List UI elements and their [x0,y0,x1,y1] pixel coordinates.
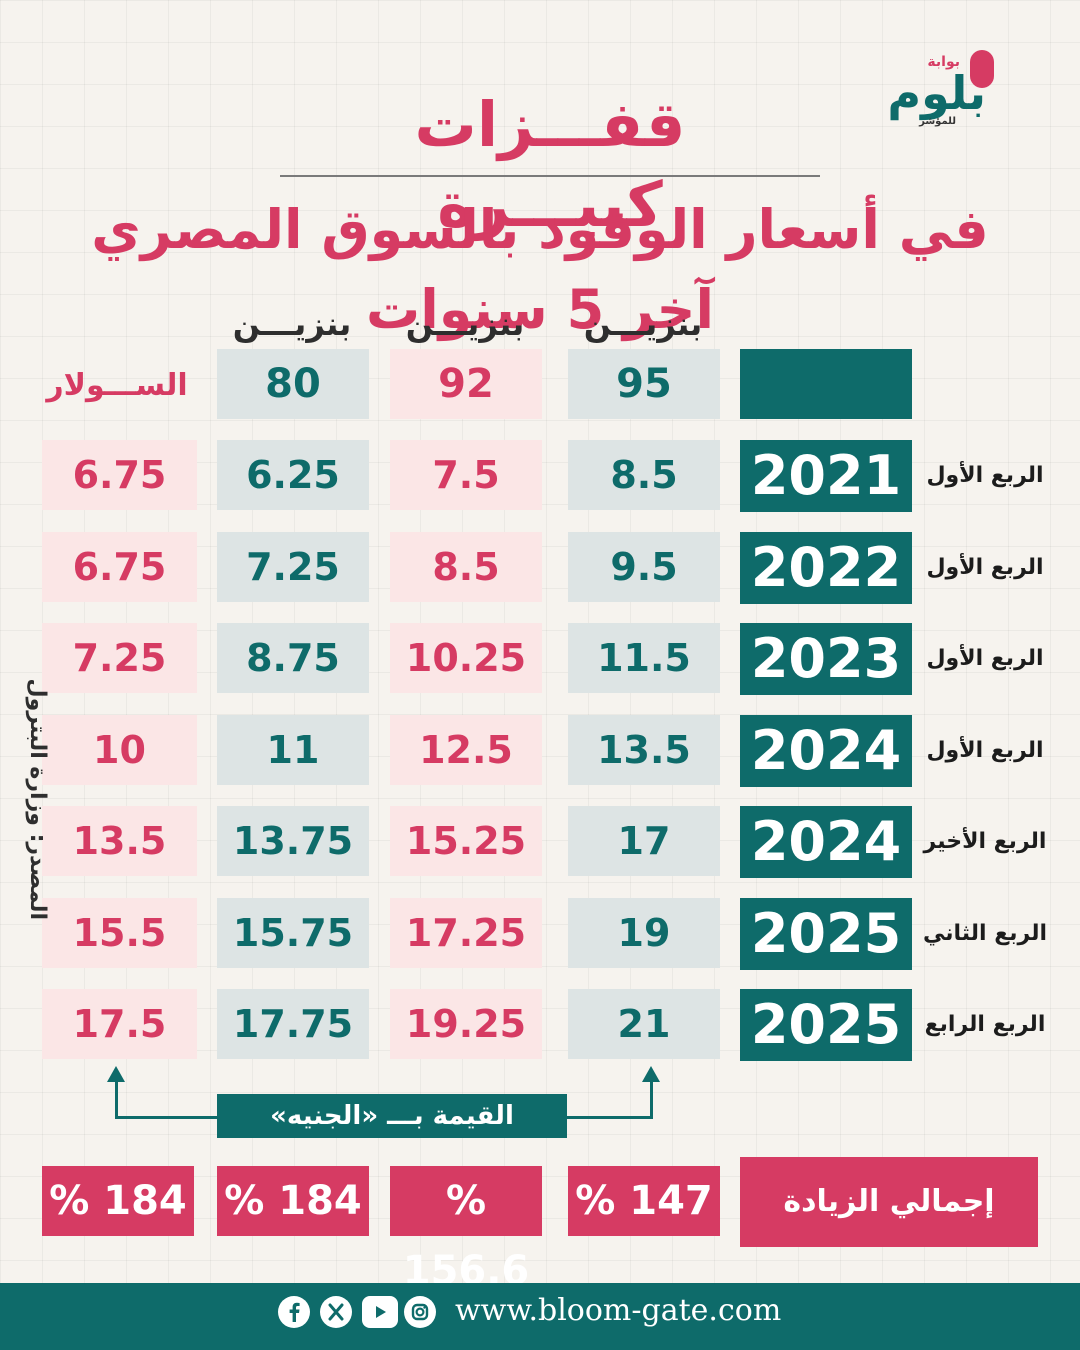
total-increase-label: إجمالي الزيادة [740,1157,1038,1247]
footer-website-link[interactable]: www.bloom-gate.com [455,1293,782,1328]
solar-cell: 17.5 [42,989,197,1059]
benzin-95-cell: 21 [568,989,720,1059]
year-cell: 2025 [740,989,912,1061]
microphone-icon [970,50,994,88]
arrow-up-left-icon [107,1066,125,1082]
benzin-80-cell: 7.25 [217,532,369,602]
brand-logo: بوابة بلوم للمؤشر [850,48,1000,134]
benzin-95-cell: 11.5 [568,623,720,693]
footer-bar [0,1283,1080,1350]
arrow-right-stem [650,1080,653,1118]
year-cell: 2024 [740,806,912,878]
solar-cell: 13.5 [42,806,197,876]
benzin-95-cell: 9.5 [568,532,720,602]
arrow-left-stem [115,1080,118,1118]
solar-cell: 6.75 [42,532,197,602]
benzin-92-cell: 8.5 [390,532,542,602]
logo-top-text: بوابة [927,54,960,70]
column-header-benzin-80: بنزيـــن [232,305,352,343]
benzin-92-cell: 10.25 [390,623,542,693]
title-line-2: في أسعار الوقود بالسوق المصري آخر 5 سنوا… [91,198,989,341]
benzin-80-cell: 6.25 [217,440,369,510]
x-icon[interactable] [320,1296,352,1328]
total-80-cell: % 184 [217,1166,369,1236]
arrow-left-connector [115,1116,219,1119]
title-divider [280,175,820,177]
year-cell: 2023 [740,623,912,695]
total-92-cell: % 156.6 [390,1166,542,1294]
year-cell: 2025 [740,898,912,970]
grade-80-cell: 80 [217,349,369,419]
benzin-95-cell: 19 [568,898,720,968]
youtube-icon[interactable] [362,1296,398,1328]
quarter-label: الربع الثاني [923,921,1047,946]
header-corner-cell [740,349,912,419]
currency-label: القيمة بـــ «الجنيه» [217,1094,567,1138]
quarter-label: الربع الرابع [924,1012,1046,1037]
benzin-95-cell: 17 [568,806,720,876]
benzin-95-cell: 13.5 [568,715,720,785]
source-note: المصدر: وزارة البترول [10,678,50,920]
grade-92-cell: 92 [390,349,542,419]
arrow-up-right-icon [642,1066,660,1082]
total-solar-cell: % 184 [42,1166,194,1236]
total-95-cell: % 147 [568,1166,720,1236]
grade-95-cell: 95 [568,349,720,419]
quarter-label: الربع الأول [926,463,1044,488]
solar-cell: 15.5 [42,898,197,968]
year-cell: 2021 [740,440,912,512]
solar-cell: 6.75 [42,440,197,510]
year-cell: 2024 [740,715,912,787]
instagram-icon[interactable] [404,1296,436,1328]
benzin-92-cell: 7.5 [390,440,542,510]
benzin-95-cell: 8.5 [568,440,720,510]
benzin-80-cell: 17.75 [217,989,369,1059]
benzin-92-cell: 12.5 [390,715,542,785]
solar-cell: 10 [42,715,197,785]
benzin-80-cell: 15.75 [217,898,369,968]
benzin-92-cell: 15.25 [390,806,542,876]
solar-header: الســـولار [46,368,188,403]
benzin-92-cell: 19.25 [390,989,542,1059]
quarter-label: الربع الأول [926,646,1044,671]
quarter-label: الربع الأول [926,738,1044,763]
benzin-80-cell: 8.75 [217,623,369,693]
logo-main-text: بلوم [887,66,988,120]
title-line-1: قفـــزات كبيـــرة [414,88,686,241]
solar-cell: 7.25 [42,623,197,693]
quarter-label: الربع الأول [926,555,1044,580]
column-header-benzin-92: بنزيـــن [405,305,525,343]
arrow-right-connector [565,1116,653,1119]
quarter-label: الربع الأخير [923,829,1047,854]
benzin-92-cell: 17.25 [390,898,542,968]
benzin-80-cell: 13.75 [217,806,369,876]
benzin-80-cell: 11 [217,715,369,785]
column-header-benzin-95: بنزيـــن [583,305,703,343]
source-text: المصدر: وزارة البترول [25,678,50,920]
year-cell: 2022 [740,532,912,604]
logo-sub-text: للمؤشر [919,116,956,127]
facebook-icon[interactable] [278,1296,310,1328]
